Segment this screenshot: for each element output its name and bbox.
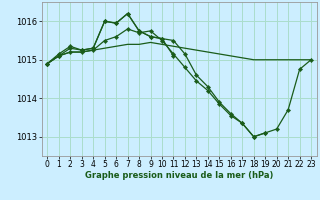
X-axis label: Graphe pression niveau de la mer (hPa): Graphe pression niveau de la mer (hPa): [85, 171, 273, 180]
